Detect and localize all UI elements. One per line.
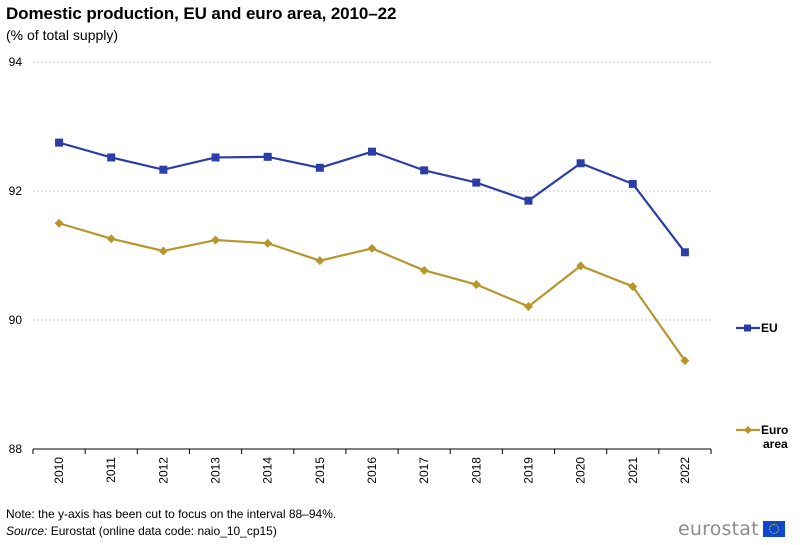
data-point-euro-area-2017: [419, 265, 429, 275]
data-point-euro-area-2018: [471, 280, 481, 290]
y-tick-label-92: 92: [9, 184, 23, 198]
chart-title: Domestic production, EU and euro area, 2…: [6, 4, 397, 23]
chart-subtitle: (% of total supply): [6, 27, 119, 43]
data-point-euro-area-2016: [367, 243, 377, 253]
data-point-eu-2017: [420, 166, 429, 175]
series-line-eu: [58, 141, 686, 253]
data-point-euro-area-2010: [54, 218, 64, 228]
gridlines: [33, 61, 711, 321]
eurostat-logo: eurostat: [678, 518, 785, 540]
eu-flag-icon: [762, 521, 785, 537]
x-tick-label-2019: 2019: [521, 457, 535, 484]
y-tick-label-90: 90: [9, 313, 23, 327]
x-tick-label-2010: 2010: [52, 457, 66, 484]
data-point-eu-2010: [55, 138, 64, 147]
x-tick-label-2020: 2020: [574, 457, 588, 484]
data-point-euro-area-2015: [315, 256, 325, 266]
data-point-eu-2016: [368, 147, 376, 156]
legend-label-euro-area: Euro area: [761, 423, 788, 451]
data-point-euro-area-2011: [106, 234, 116, 244]
x-tick-label-2013: 2013: [209, 457, 223, 484]
data-point-eu-2022: [680, 248, 689, 257]
line-chart: 88 90 92 94 2010 2011 2012 2013 2014 2015 2016 2017…: [9, 55, 789, 484]
series-line-euro-area: [58, 222, 686, 362]
data-point-eu-2021: [628, 179, 637, 188]
x-tick-label-2012: 2012: [156, 457, 170, 484]
data-point-eu-2019: [524, 196, 533, 205]
source-text: Eurostat (online data code: naio_10_cp15…: [47, 524, 277, 538]
legend: EU Euro area: [736, 321, 788, 451]
x-tick-label-2018: 2018: [469, 457, 483, 484]
y-tick-label-88: 88: [9, 442, 23, 456]
x-tick-label-2015: 2015: [313, 457, 327, 484]
legend-marker-eu: [744, 324, 751, 332]
x-tick-label-2011: 2011: [104, 457, 118, 483]
data-point-euro-area-2012: [158, 246, 168, 256]
legend-marker-euro-area: [744, 426, 752, 434]
y-tick-label-94: 94: [9, 55, 23, 69]
data-point-euro-area-2019: [523, 301, 533, 311]
axes: 88 90 92 94 2010 2011 2012 2013 2014 2015 2016 2017…: [9, 55, 712, 484]
footnote: Note: the y-axis has been cut to focus o…: [6, 507, 337, 521]
data-point-euro-area-2021: [628, 281, 638, 291]
data-point-eu-2011: [107, 153, 116, 162]
data-point-euro-area-2014: [263, 238, 273, 248]
data-point-eu-2013: [211, 153, 220, 162]
x-tick-label-2017: 2017: [417, 457, 431, 484]
eurostat-logo-text: eurostat: [678, 518, 759, 540]
x-tick-label-2016: 2016: [365, 457, 379, 484]
data-point-euro-area-2020: [576, 261, 586, 271]
x-tick-label-2022: 2022: [678, 457, 692, 484]
source-label: Source:: [6, 524, 48, 538]
legend-label-eu: EU: [761, 321, 778, 335]
source-line: Source: Eurostat (online data code: naio…: [6, 524, 277, 538]
data-point-euro-area-2013: [211, 235, 221, 245]
x-tick-label-2021: 2021: [626, 457, 640, 484]
data-point-eu-2018: [472, 178, 481, 187]
data-point-euro-area-2022: [680, 356, 690, 366]
x-tick-label-2014: 2014: [261, 457, 275, 484]
data-point-eu-2014: [263, 152, 272, 161]
data-point-eu-2020: [576, 159, 585, 168]
data-point-eu-2012: [159, 165, 168, 174]
data-point-eu-2015: [315, 163, 324, 172]
series: [54, 138, 690, 366]
